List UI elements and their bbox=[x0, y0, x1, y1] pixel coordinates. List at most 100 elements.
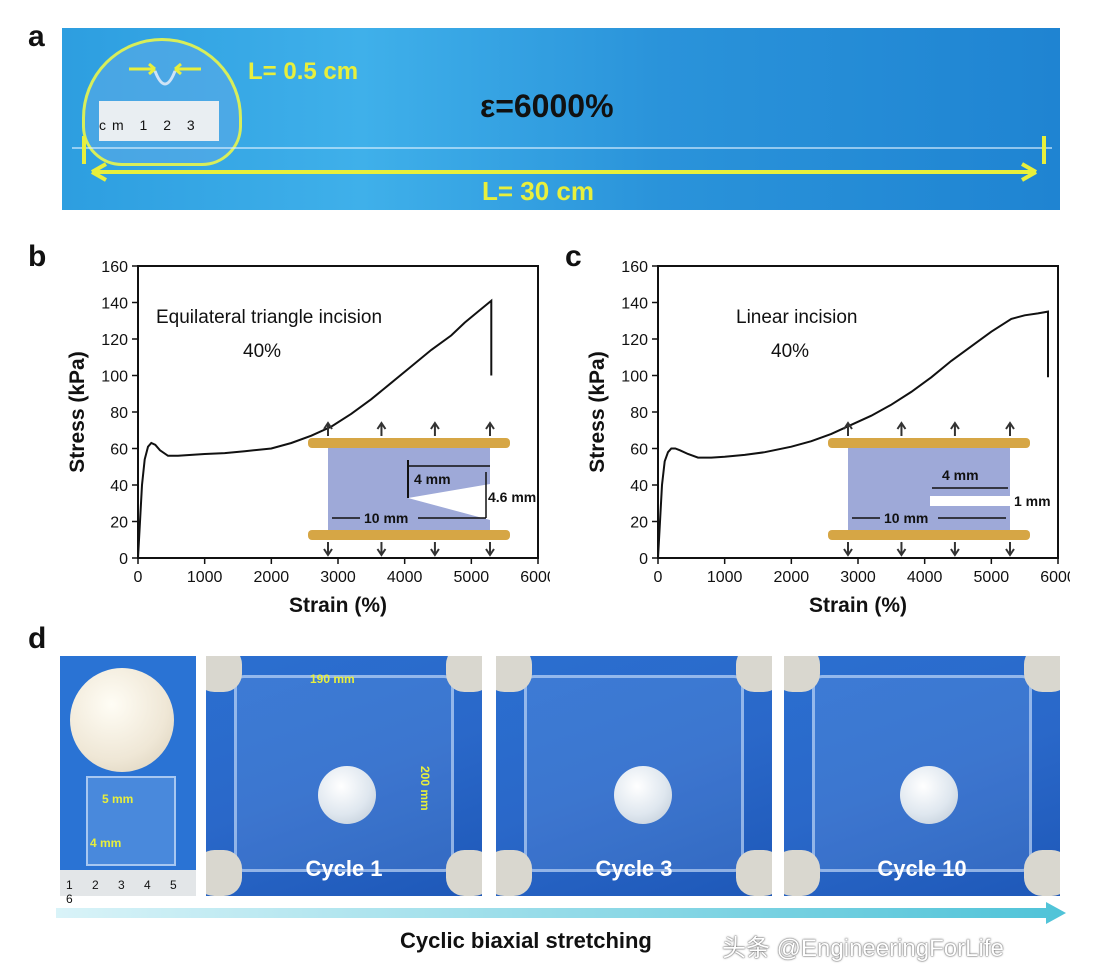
force-arrow-down bbox=[376, 542, 387, 557]
glove-image bbox=[736, 850, 772, 896]
photo-cycle-3: Cycle 3 bbox=[496, 656, 772, 896]
dim-label-bg bbox=[360, 510, 418, 526]
incision-slot bbox=[930, 496, 1010, 506]
glove-image bbox=[206, 850, 242, 896]
y-tick-label: 160 bbox=[101, 259, 128, 276]
ball-image bbox=[318, 766, 376, 824]
y-tick-label: 140 bbox=[101, 296, 128, 313]
inset-dim-label: 10 mm bbox=[364, 510, 408, 526]
force-arrow-down bbox=[485, 542, 495, 557]
y-axis-label: Stress (kPa) bbox=[586, 351, 609, 472]
panel-letter-c: c bbox=[565, 240, 582, 273]
y-tick-label: 160 bbox=[621, 259, 648, 276]
force-arrow-up bbox=[485, 421, 495, 436]
notch-arrows-icon bbox=[129, 62, 201, 86]
force-arrow-down bbox=[430, 542, 440, 557]
glove-image bbox=[206, 656, 242, 692]
x-axis-label: Strain (%) bbox=[809, 594, 907, 617]
clamp-top bbox=[828, 438, 1030, 448]
dim-5mm-label: 5 mm bbox=[102, 792, 134, 806]
force-arrow-down bbox=[950, 542, 960, 557]
ball-image bbox=[70, 668, 174, 772]
cycle-label: Cycle 1 bbox=[305, 856, 383, 881]
x-tick-label: 4000 bbox=[387, 569, 423, 586]
series-line bbox=[657, 310, 1049, 559]
y-tick-label: 120 bbox=[101, 332, 128, 349]
x-tick-label: 1000 bbox=[707, 569, 743, 586]
dim-4mm-label: 4 mm bbox=[90, 836, 122, 850]
x-tick-label: 0 bbox=[654, 569, 663, 586]
x-tick-label: 3000 bbox=[840, 569, 876, 586]
y-tick-label: 100 bbox=[621, 369, 648, 386]
force-arrow-up bbox=[430, 421, 440, 436]
x-tick-label: 2000 bbox=[254, 569, 290, 586]
specimen-inset: 4 mm 4.6 mm 10 mm bbox=[308, 421, 536, 557]
series-line bbox=[137, 298, 493, 559]
photo-cycle-10: Cycle 10 bbox=[784, 656, 1060, 896]
force-arrow-up bbox=[950, 421, 960, 436]
glove-image bbox=[784, 656, 820, 692]
chart-c: 0 1000 2000 3000 4000 5000 6000 0 20 40 60 80 100 120… bbox=[586, 259, 1070, 617]
panel-letter-d: d bbox=[28, 622, 47, 655]
panel-letter-b: b bbox=[28, 240, 47, 273]
x-tick-label: 6000 bbox=[520, 569, 550, 586]
final-length-label: L= 30 cm bbox=[482, 176, 595, 206]
x-tick-label: 6000 bbox=[1040, 569, 1070, 586]
force-arrow-down bbox=[1005, 542, 1015, 557]
glove-image bbox=[446, 850, 482, 896]
strain-label: ε=6000% bbox=[480, 88, 614, 124]
inset-dim-label: 10 mm bbox=[884, 510, 928, 526]
specimen-inset: 4 mm 1 mm 10 mm bbox=[828, 421, 1051, 557]
force-arrow-up bbox=[376, 421, 387, 436]
clamp-bottom bbox=[828, 530, 1030, 540]
force-arrow-up bbox=[896, 421, 907, 436]
panel-d-sample-photo: 5 mm 4 mm 1 2 3 4 5 6 bbox=[60, 656, 196, 906]
force-arrow-down bbox=[323, 542, 333, 557]
force-arrow-up bbox=[843, 421, 853, 436]
incision-type-label: Linear incision bbox=[736, 307, 857, 328]
incision-percent-label: 40% bbox=[771, 341, 809, 362]
ruler-image bbox=[99, 101, 219, 141]
inset-dim-label: 4 mm bbox=[942, 467, 979, 483]
x-tick-label: 4000 bbox=[907, 569, 943, 586]
dim-200mm-label: 200 mm bbox=[418, 766, 432, 811]
cycle-label: Cycle 10 bbox=[877, 856, 967, 881]
glove-image bbox=[736, 656, 772, 692]
stretched-length-arrow bbox=[72, 136, 1052, 182]
force-arrow-down bbox=[896, 542, 907, 557]
x-tick-label: 3000 bbox=[320, 569, 356, 586]
y-tick-label: 80 bbox=[630, 405, 648, 422]
x-tick-label: 0 bbox=[134, 569, 143, 586]
inset-dim-label: 1 mm bbox=[1014, 493, 1051, 509]
x-tick-label: 5000 bbox=[454, 569, 490, 586]
x-axis-label: Strain (%) bbox=[289, 594, 387, 617]
sample-film bbox=[86, 776, 176, 866]
incision-type-label: Equilateral triangle incision bbox=[156, 307, 382, 328]
y-tick-label: 40 bbox=[110, 478, 128, 495]
dim-190mm-label: 190 mm bbox=[310, 672, 355, 686]
clamp-top bbox=[308, 438, 510, 448]
ball-image bbox=[614, 766, 672, 824]
glove-image bbox=[446, 656, 482, 692]
initial-length-label: L= 0.5 cm bbox=[248, 58, 359, 85]
y-tick-label: 0 bbox=[639, 551, 648, 568]
x-tick-label: 2000 bbox=[774, 569, 810, 586]
force-arrow-up bbox=[1005, 421, 1015, 436]
initial-sample-inset: cm 1 2 3 bbox=[82, 38, 242, 166]
y-tick-label: 40 bbox=[630, 478, 648, 495]
y-axis-label: Stress (kPa) bbox=[66, 351, 89, 472]
inset-dim-label: 4 mm bbox=[414, 471, 451, 487]
y-tick-label: 0 bbox=[119, 551, 128, 568]
force-arrow-down bbox=[843, 542, 853, 557]
force-arrow-up bbox=[323, 421, 333, 436]
y-tick-label: 120 bbox=[621, 332, 648, 349]
cycle-label: Cycle 3 bbox=[595, 856, 673, 881]
inset-dim-label: 4.6 mm bbox=[488, 489, 536, 505]
y-tick-label: 20 bbox=[110, 515, 128, 532]
clamp-bottom bbox=[308, 530, 510, 540]
photo-cycle-1: 190 mm 200 mm Cycle 1 bbox=[206, 656, 482, 896]
ball-image bbox=[900, 766, 958, 824]
x-tick-label: 5000 bbox=[974, 569, 1010, 586]
incision-percent-label: 40% bbox=[243, 341, 281, 362]
y-tick-label: 80 bbox=[110, 405, 128, 422]
